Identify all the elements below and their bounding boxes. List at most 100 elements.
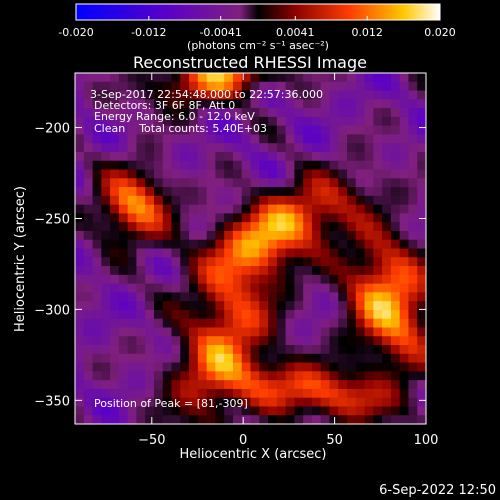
heatmap-cell	[92, 406, 102, 416]
heatmap-cell	[250, 195, 260, 206]
heatmap-cell	[145, 248, 155, 258]
heatmap-cell	[145, 380, 155, 390]
heatmap-cell	[320, 292, 330, 302]
heatmap-cell	[364, 283, 374, 293]
heatmap-cell	[83, 169, 93, 179]
heatmap-cell	[110, 222, 120, 232]
heatmap-cell	[206, 90, 216, 100]
heatmap-cell	[399, 204, 409, 214]
heatmap-cell	[303, 353, 313, 363]
heatmap-cell	[197, 73, 208, 83]
heatmap-cell	[241, 336, 251, 346]
heatmap-cell	[232, 222, 243, 232]
heatmap-cell	[136, 318, 146, 328]
heatmap-cell	[294, 266, 304, 276]
heatmap-cell	[224, 336, 234, 346]
heatmap-cell	[355, 143, 365, 153]
heatmap-cell	[294, 90, 304, 100]
heatmap-cell	[294, 318, 304, 328]
heatmap-cell	[189, 336, 199, 346]
heatmap-cell	[338, 336, 348, 346]
heatmap-cell	[285, 266, 295, 276]
heatmap-cell	[294, 99, 304, 109]
heatmap-cell	[206, 257, 216, 267]
heatmap-cell	[136, 257, 146, 267]
heatmap-cell	[390, 415, 401, 424]
heatmap-cell	[83, 362, 93, 372]
heatmap-cell	[285, 292, 295, 302]
heatmap-cell	[215, 406, 225, 416]
heatmap-cell	[136, 309, 146, 320]
heatmap-cell	[197, 222, 208, 232]
heatmap-cell	[364, 230, 374, 241]
heatmap-cell	[347, 169, 357, 179]
heatmap-cell	[285, 362, 295, 372]
heatmap-cell	[153, 345, 164, 355]
heatmap-cell	[399, 73, 409, 83]
heatmap-cell	[390, 274, 401, 285]
heatmap-cell	[118, 204, 129, 214]
heatmap-cell	[268, 108, 278, 118]
heatmap-cell	[136, 213, 146, 223]
heatmap-cell	[338, 213, 348, 223]
heatmap-cell	[92, 169, 102, 179]
heatmap-cell	[311, 187, 322, 197]
heatmap-cell	[259, 292, 269, 302]
heatmap-cell	[215, 90, 225, 100]
heatmap-cell	[171, 99, 181, 109]
heatmap-cell	[162, 134, 172, 144]
heatmap-cell	[153, 397, 164, 407]
heatmap-cell	[417, 178, 426, 188]
heatmap-cell	[276, 230, 287, 241]
heatmap-cell	[311, 274, 322, 285]
heatmap-cell	[232, 327, 243, 337]
heatmap-cell	[127, 99, 137, 109]
heatmap-cell	[145, 134, 155, 144]
heatmap-cell	[294, 283, 304, 293]
heatmap-cell	[127, 336, 137, 346]
heatmap-cell	[399, 301, 409, 311]
heatmap-cell	[268, 222, 278, 232]
heatmap-cell	[92, 266, 102, 276]
heatmap-cell	[180, 116, 190, 127]
heatmap-cell	[118, 151, 129, 162]
heatmap-cell	[197, 336, 208, 346]
observation-info: 3-Sep-2017 22:54:48.000 to 22:57:36.000 …	[90, 88, 323, 135]
heatmap-cell	[180, 169, 190, 179]
heatmap-cell	[417, 160, 426, 170]
heatmap-cell	[399, 239, 409, 249]
heatmap-cell	[197, 90, 208, 100]
heatmap-cell	[303, 99, 313, 109]
heatmap-cell	[189, 195, 199, 206]
heatmap-cell	[153, 204, 164, 214]
heatmap-cell	[285, 108, 295, 118]
heatmap-cell	[329, 397, 339, 407]
heatmap-cell	[92, 90, 102, 100]
heatmap-cell	[276, 108, 287, 118]
heatmap-cell	[136, 371, 146, 381]
heatmap-cell	[153, 336, 164, 346]
heatmap-cell	[224, 248, 234, 258]
heatmap-cell	[92, 248, 102, 258]
heatmap-cell	[408, 187, 418, 197]
heatmap-cell	[241, 73, 251, 83]
heatmap-cell	[294, 195, 304, 206]
axis-ticks: −50 0 50 100−200−250−300−350	[34, 73, 438, 448]
heatmap-cell	[197, 143, 208, 153]
heatmap-cell	[259, 125, 269, 135]
heatmap-cell	[364, 257, 374, 267]
heatmap-cell	[206, 397, 216, 407]
heatmap-cell	[118, 230, 129, 241]
heatmap-cell	[338, 73, 348, 83]
heatmap-cell	[364, 125, 374, 135]
heatmap-cell	[136, 353, 146, 363]
heatmap-cell	[241, 345, 251, 355]
heatmap-cell	[153, 257, 164, 267]
heatmap-cell	[285, 151, 295, 162]
heatmap-cell	[241, 125, 251, 135]
heatmap-cell	[92, 108, 102, 118]
heatmap-cell	[320, 336, 330, 346]
heatmap-cell	[92, 151, 102, 162]
heatmap-cell	[408, 108, 418, 118]
heatmap-cell	[92, 178, 102, 188]
